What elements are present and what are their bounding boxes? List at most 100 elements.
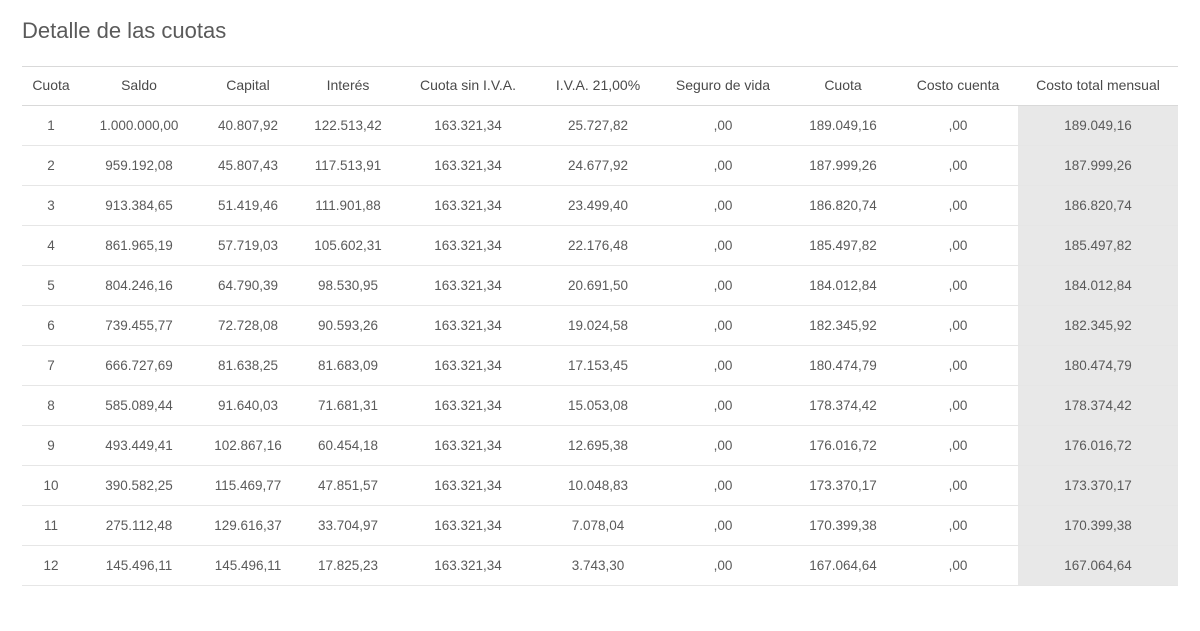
table-row: 8585.089,4491.640,0371.681,31163.321,341… — [22, 386, 1178, 426]
table-cell: ,00 — [898, 266, 1018, 306]
table-cell: 20.691,50 — [538, 266, 658, 306]
table-cell: 9 — [22, 426, 80, 466]
table-cell: 163.321,34 — [398, 386, 538, 426]
table-row: 11275.112,48129.616,3733.704,97163.321,3… — [22, 506, 1178, 546]
table-cell: 666.727,69 — [80, 346, 198, 386]
col-header: Cuota — [788, 67, 898, 106]
table-cell: ,00 — [898, 426, 1018, 466]
col-header: Costo cuenta — [898, 67, 1018, 106]
table-cell: 163.321,34 — [398, 186, 538, 226]
table-cell: 57.719,03 — [198, 226, 298, 266]
table-cell: 5 — [22, 266, 80, 306]
table-cell: 71.681,31 — [298, 386, 398, 426]
table-cell: 22.176,48 — [538, 226, 658, 266]
table-cell: ,00 — [898, 106, 1018, 146]
table-cell: 15.053,08 — [538, 386, 658, 426]
table-cell: 959.192,08 — [80, 146, 198, 186]
table-cell: 585.089,44 — [80, 386, 198, 426]
table-cell: 11 — [22, 506, 80, 546]
table-cell: 184.012,84 — [1018, 266, 1178, 306]
table-cell: 3 — [22, 186, 80, 226]
table-cell: 105.602,31 — [298, 226, 398, 266]
table-cell: ,00 — [658, 106, 788, 146]
col-header: Cuota sin I.V.A. — [398, 67, 538, 106]
table-cell: 102.867,16 — [198, 426, 298, 466]
table-cell: 163.321,34 — [398, 466, 538, 506]
table-cell: 4 — [22, 226, 80, 266]
table-cell: ,00 — [658, 146, 788, 186]
table-cell: 185.497,82 — [1018, 226, 1178, 266]
table-cell: 187.999,26 — [788, 146, 898, 186]
table-cell: ,00 — [658, 386, 788, 426]
table-cell: 1 — [22, 106, 80, 146]
table-cell: 189.049,16 — [788, 106, 898, 146]
table-cell: ,00 — [658, 226, 788, 266]
table-cell: 145.496,11 — [80, 546, 198, 586]
table-cell: 47.851,57 — [298, 466, 398, 506]
table-cell: 163.321,34 — [398, 226, 538, 266]
table-cell: 45.807,43 — [198, 146, 298, 186]
table-cell: 129.616,37 — [198, 506, 298, 546]
table-cell: 6 — [22, 306, 80, 346]
table-cell: 3.743,30 — [538, 546, 658, 586]
table-cell: 913.384,65 — [80, 186, 198, 226]
table-cell: ,00 — [658, 546, 788, 586]
table-cell: 189.049,16 — [1018, 106, 1178, 146]
table-cell: 170.399,38 — [788, 506, 898, 546]
table-cell: ,00 — [658, 346, 788, 386]
table-cell: 64.790,39 — [198, 266, 298, 306]
table-cell: 176.016,72 — [788, 426, 898, 466]
table-cell: 163.321,34 — [398, 266, 538, 306]
table-cell: 176.016,72 — [1018, 426, 1178, 466]
table-cell: 17.825,23 — [298, 546, 398, 586]
table-cell: 2 — [22, 146, 80, 186]
table-cell: 163.321,34 — [398, 546, 538, 586]
table-cell: 23.499,40 — [538, 186, 658, 226]
col-header: Cuota — [22, 67, 80, 106]
table-cell: 8 — [22, 386, 80, 426]
table-cell: 98.530,95 — [298, 266, 398, 306]
table-cell: 173.370,17 — [788, 466, 898, 506]
table-cell: ,00 — [898, 346, 1018, 386]
table-cell: 17.153,45 — [538, 346, 658, 386]
table-cell: 163.321,34 — [398, 346, 538, 386]
table-cell: ,00 — [898, 226, 1018, 266]
table-cell: 81.638,25 — [198, 346, 298, 386]
table-cell: 33.704,97 — [298, 506, 398, 546]
table-cell: 185.497,82 — [788, 226, 898, 266]
table-header-row: Cuota Saldo Capital Interés Cuota sin I.… — [22, 67, 1178, 106]
table-cell: ,00 — [898, 466, 1018, 506]
table-cell: 51.419,46 — [198, 186, 298, 226]
table-cell: ,00 — [898, 386, 1018, 426]
table-row: 5804.246,1664.790,3998.530,95163.321,342… — [22, 266, 1178, 306]
table-cell: 182.345,92 — [788, 306, 898, 346]
table-cell: 19.024,58 — [538, 306, 658, 346]
table-row: 11.000.000,0040.807,92122.513,42163.321,… — [22, 106, 1178, 146]
table-cell: 178.374,42 — [1018, 386, 1178, 426]
table-cell: 178.374,42 — [788, 386, 898, 426]
table-cell: 861.965,19 — [80, 226, 198, 266]
col-header: I.V.A. 21,00% — [538, 67, 658, 106]
table-cell: ,00 — [658, 466, 788, 506]
table-cell: 12.695,38 — [538, 426, 658, 466]
table-cell: ,00 — [658, 186, 788, 226]
table-cell: 10 — [22, 466, 80, 506]
table-row: 6739.455,7772.728,0890.593,26163.321,341… — [22, 306, 1178, 346]
table-cell: 804.246,16 — [80, 266, 198, 306]
col-header: Saldo — [80, 67, 198, 106]
installments-table: Cuota Saldo Capital Interés Cuota sin I.… — [22, 66, 1178, 586]
table-cell: 163.321,34 — [398, 506, 538, 546]
table-cell: 122.513,42 — [298, 106, 398, 146]
col-header: Interés — [298, 67, 398, 106]
table-row: 4861.965,1957.719,03105.602,31163.321,34… — [22, 226, 1178, 266]
col-header: Capital — [198, 67, 298, 106]
table-cell: 187.999,26 — [1018, 146, 1178, 186]
table-cell: ,00 — [658, 506, 788, 546]
table-cell: ,00 — [658, 306, 788, 346]
table-cell: 180.474,79 — [788, 346, 898, 386]
table-cell: 7.078,04 — [538, 506, 658, 546]
col-header: Seguro de vida — [658, 67, 788, 106]
table-row: 10390.582,25115.469,7747.851,57163.321,3… — [22, 466, 1178, 506]
table-cell: 182.345,92 — [1018, 306, 1178, 346]
table-row: 2959.192,0845.807,43117.513,91163.321,34… — [22, 146, 1178, 186]
